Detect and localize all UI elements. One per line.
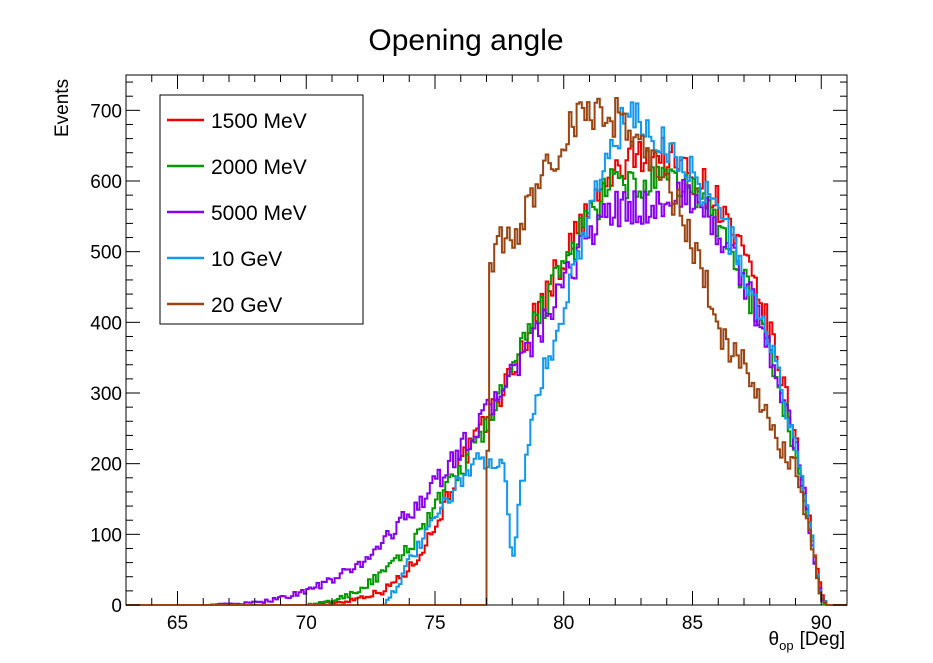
x-tick-label: 65	[167, 613, 188, 634]
legend-entry-label: 20 GeV	[211, 294, 282, 317]
legend: 1500 MeV 2000 MeV 5000 MeV 10 GeV 20 GeV	[159, 94, 364, 325]
y-tick-label: 700	[90, 101, 122, 122]
x-axis-label-unit: [Deg]	[800, 629, 845, 650]
legend-entry-label: 1500 MeV	[211, 110, 307, 133]
y-tick-label: 600	[90, 172, 122, 193]
axes-layer: 65 70 75 80 85 90 0 100 200 300 400 500 600 700	[90, 75, 848, 634]
series-line	[126, 97, 847, 606]
series-line	[126, 165, 847, 606]
chart-title: Opening angle	[368, 24, 563, 57]
y-tick-label: 300	[90, 384, 122, 405]
legend-box	[159, 94, 364, 325]
y-tick-label: 500	[90, 243, 122, 264]
x-tick-label: 85	[682, 613, 703, 634]
x-axis-label-subscript: op	[779, 638, 793, 653]
x-tick-label: 75	[424, 613, 445, 634]
legend-entry-label: 2000 MeV	[211, 156, 307, 179]
series-layer	[126, 97, 847, 606]
x-tick-label: 80	[553, 613, 574, 634]
legend-entry-label: 10 GeV	[211, 248, 282, 271]
x-axis-label-symbol: θ	[769, 629, 780, 650]
y-tick-label: 400	[90, 313, 122, 334]
y-tick-label: 200	[90, 455, 122, 476]
x-axis-label: θop [Deg]	[769, 629, 845, 653]
series-line	[126, 178, 847, 606]
x-tick-label: 70	[296, 613, 317, 634]
legend-entry-label: 5000 MeV	[211, 202, 307, 225]
x-tick-label: 90	[811, 613, 832, 634]
y-tick-label: 0	[111, 596, 122, 617]
y-tick-label: 100	[90, 525, 122, 546]
y-axis-label: Events	[52, 79, 73, 137]
plot-area: 65 70 75 80 85 90 0 100 200 300 400 500 600 700	[90, 74, 848, 634]
